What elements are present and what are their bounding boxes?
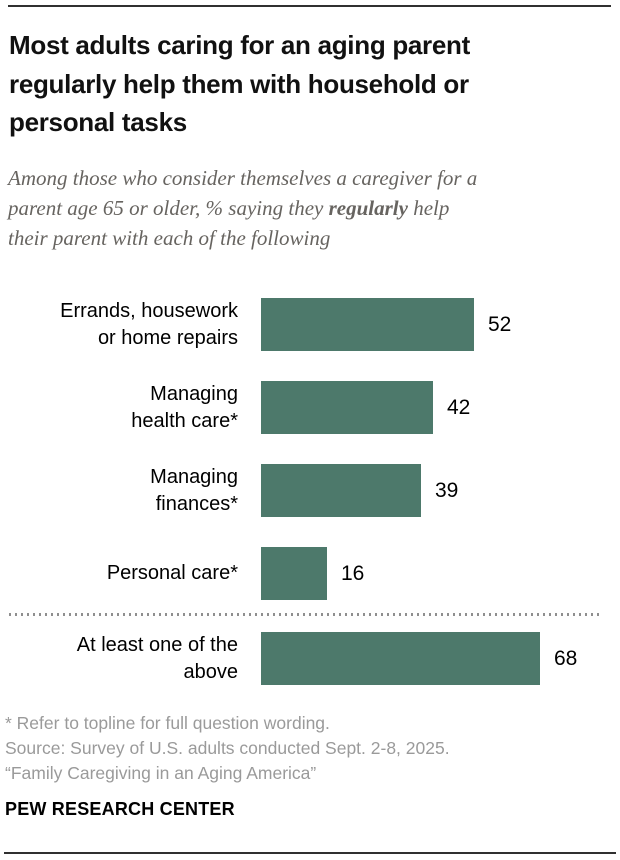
category-label: Managing health care* [131, 382, 238, 432]
page-title: Most adults caring for an aging parent r… [9, 26, 613, 142]
footnote-report-title: “Family Caregiving in an Aging America” [5, 763, 317, 783]
top-divider-rule [8, 5, 611, 7]
category-label: Personal care* [106, 562, 238, 584]
subtitle-emphasis: regularly [328, 196, 408, 220]
category-label: At least one of the above [76, 633, 238, 683]
title-line: personal tasks [9, 107, 187, 137]
chart-row-errands: Errands, housework or home repairs 52 [0, 298, 620, 351]
chart-row-personal-care: Personal care* 16 [0, 547, 620, 600]
bar [261, 547, 327, 600]
title-line: regularly help them with household or [9, 68, 469, 99]
value-label: 16 [341, 561, 365, 585]
value-label: 42 [447, 395, 471, 419]
footnote-asterisk: * Refer to topline for full question wor… [5, 713, 330, 733]
chart-footnotes: * Refer to topline for full question wor… [5, 711, 615, 786]
bar [261, 381, 433, 434]
chart-row-finances: Managing finances* 39 [0, 464, 620, 517]
subtitle-line: parent age 65 or older, % saying they re… [8, 196, 450, 220]
chart-row-health-care: Managing health care* 42 [0, 381, 620, 434]
bar [261, 632, 540, 685]
value-label: 39 [435, 478, 459, 502]
subtitle-line: Among those who consider themselves a ca… [8, 166, 478, 190]
dotted-separator [9, 613, 599, 616]
category-label: Managing finances* [150, 465, 238, 515]
bar [261, 298, 474, 351]
value-label: 52 [488, 312, 512, 336]
chart-subtitle: Among those who consider themselves a ca… [8, 163, 614, 253]
bar [261, 464, 421, 517]
value-label: 68 [554, 646, 578, 670]
category-label: Errands, housework or home repairs [60, 299, 238, 349]
title-line: Most adults caring for an aging parent [9, 30, 470, 60]
footnote-source: Source: Survey of U.S. adults conducted … [5, 738, 450, 758]
pew-research-center-wordmark: PEW RESEARCH CENTER [5, 799, 235, 819]
chart-row-at-least-one: At least one of the above 68 [0, 632, 620, 685]
subtitle-line: their parent with each of the following [8, 226, 331, 250]
bottom-divider-rule [4, 852, 616, 854]
